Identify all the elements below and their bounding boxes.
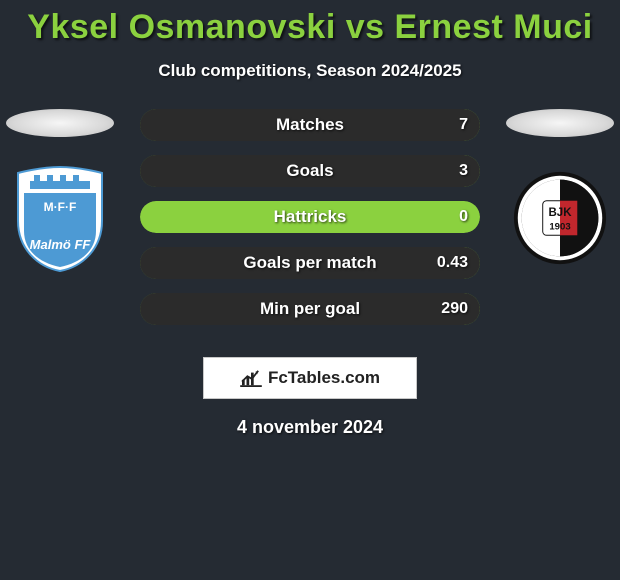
comparison-area: M·F·F Malmö FF BJK 1903 Matches7 Goals3 Ha… [0, 109, 620, 339]
stat-row: Min per goal290 [140, 293, 480, 325]
stat-label: Min per goal [140, 293, 480, 325]
stat-value-right: 0.43 [437, 247, 468, 279]
chart-icon [240, 369, 262, 387]
footer-date: 4 november 2024 [0, 417, 620, 438]
stat-label: Goals [140, 155, 480, 187]
stat-row: Matches7 [140, 109, 480, 141]
stat-row: Goals3 [140, 155, 480, 187]
player2-name: Ernest Muci [395, 8, 593, 46]
left-player-column: M·F·F Malmö FF [0, 109, 120, 273]
right-player-column: BJK 1903 [500, 109, 620, 273]
besiktas-logo-icon: BJK 1903 [512, 170, 608, 266]
malmo-ff-logo-icon: M·F·F Malmö FF [10, 163, 110, 273]
svg-text:BJK: BJK [548, 207, 572, 219]
left-club-logo: M·F·F Malmö FF [10, 163, 110, 273]
right-club-logo: BJK 1903 [510, 163, 610, 273]
stat-value-right: 3 [459, 155, 468, 187]
stat-label: Hattricks [140, 201, 480, 233]
stat-value-right: 7 [459, 109, 468, 141]
left-player-placeholder [6, 109, 114, 137]
stat-value-right: 290 [441, 293, 468, 325]
stat-row: Hattricks0 [140, 201, 480, 233]
stat-value-right: 0 [459, 201, 468, 233]
svg-text:Malmö FF: Malmö FF [30, 237, 92, 252]
player1-name: Yksel Osmanovski [27, 8, 336, 46]
branding-badge[interactable]: FcTables.com [203, 357, 417, 399]
subtitle: Club competitions, Season 2024/2025 [0, 61, 620, 81]
stats-list: Matches7Goals3Hattricks0Goals per match0… [140, 109, 480, 339]
svg-text:M·F·F: M·F·F [44, 200, 77, 214]
stat-label: Goals per match [140, 247, 480, 279]
page-title: Yksel Osmanovski vs Ernest Muci [0, 0, 620, 47]
stat-row: Goals per match0.43 [140, 247, 480, 279]
right-player-placeholder [506, 109, 614, 137]
branding-text: FcTables.com [268, 368, 380, 388]
svg-text:1903: 1903 [549, 222, 570, 233]
vs-text: vs [346, 8, 395, 46]
stat-label: Matches [140, 109, 480, 141]
